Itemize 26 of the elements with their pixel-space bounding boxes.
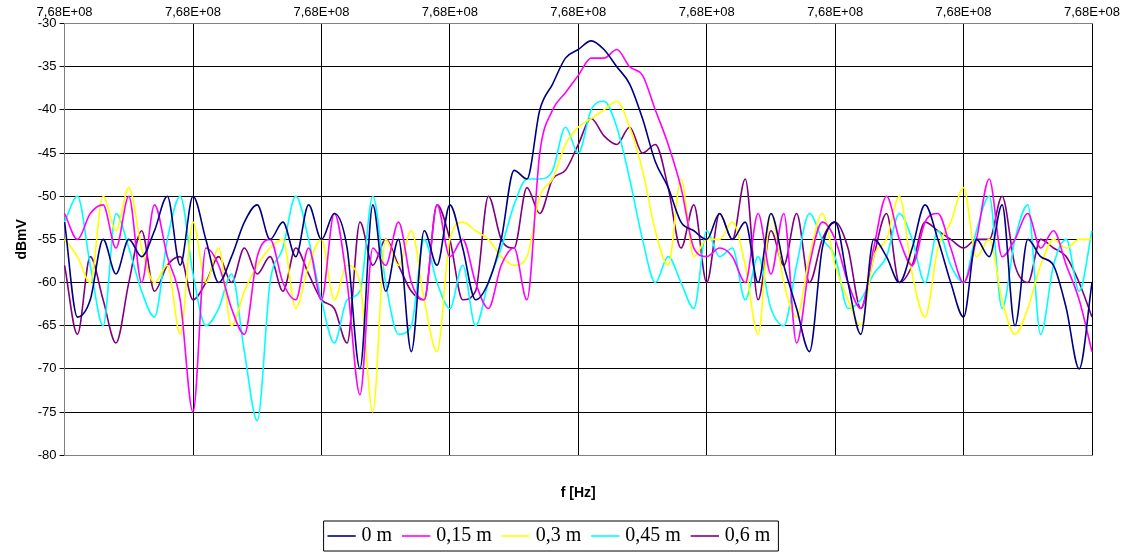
y-tick-label: -60 — [37, 274, 57, 290]
y-tick-label: -45 — [37, 144, 57, 160]
y-tick-label: -40 — [37, 101, 57, 117]
legend-label: 0,15 m — [436, 523, 493, 546]
legend-label: 0,45 m — [625, 523, 682, 546]
legend-label: 0,3 m — [535, 523, 582, 546]
line-series — [63, 117, 1093, 344]
y-tick-label: -70 — [37, 360, 57, 376]
x-tick-label: 7,68E+08 — [935, 4, 992, 20]
y-tick-label: -80 — [37, 446, 57, 462]
y-tick-label: -75 — [37, 403, 57, 419]
y-tick-label: -65 — [37, 317, 57, 333]
x-tick-label: 7,68E+08 — [807, 4, 864, 20]
x-tick-label: 7,68E+08 — [165, 4, 222, 20]
x-tick-label: 7,68E+08 — [550, 4, 607, 20]
y-tick-label: -35 — [37, 58, 57, 74]
y-tick-label: -50 — [37, 187, 57, 203]
x-tick-label: 7,68E+08 — [293, 4, 350, 20]
x-tick-label: 7,68E+08 — [421, 4, 478, 20]
y-tick-label: -55 — [37, 230, 57, 246]
x-tick-label: 7,68E+08 — [678, 4, 735, 20]
legend-label: 0 m — [361, 523, 393, 546]
legend-label: 0,6 m — [724, 523, 771, 546]
y-axis-title: dBmV — [13, 218, 30, 260]
x-axis-title: f [Hz] — [560, 484, 596, 501]
x-tick-label: 7,68E+08 — [1063, 4, 1121, 20]
